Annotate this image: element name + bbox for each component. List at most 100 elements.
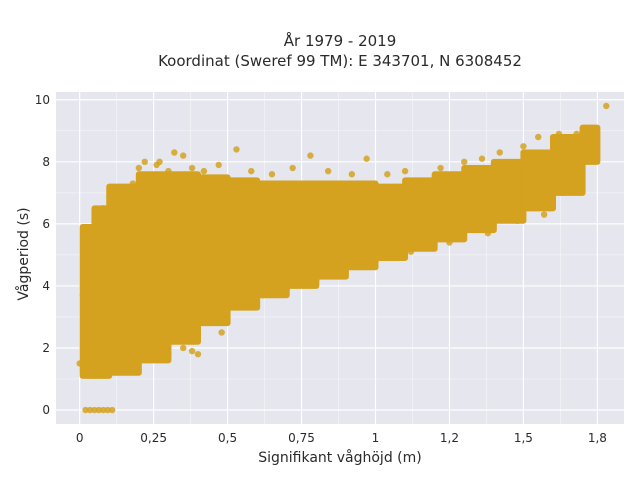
- data-point: [384, 171, 391, 178]
- y-tick-label: 8: [42, 155, 50, 169]
- x-axis-label: Signifikant våghöjd (m): [258, 449, 421, 466]
- x-tick-label: 0,5: [218, 431, 237, 445]
- data-point: [324, 167, 332, 175]
- gridlines: [56, 92, 624, 424]
- point-cloud-band: [224, 177, 261, 311]
- data-points: [76, 102, 610, 414]
- data-point: [268, 171, 276, 178]
- y-tick-label: 6: [42, 217, 50, 231]
- data-point: [348, 171, 356, 178]
- x-tick-label: 1,2: [440, 431, 459, 445]
- x-tick-label: 0,25: [140, 431, 167, 445]
- point-cloud-band: [195, 174, 231, 327]
- x-tick-labels: 0 0,25 0,5 0,75 1 1,2 1,5 1,8: [76, 431, 607, 445]
- data-point: [603, 102, 610, 110]
- data-point: [82, 257, 89, 265]
- data-point: [520, 143, 527, 150]
- point-cloud-band: [313, 180, 349, 280]
- data-point: [514, 217, 521, 224]
- point-cloud-band: [431, 171, 468, 243]
- data-point: [180, 344, 187, 352]
- point-cloud-band: [254, 180, 290, 299]
- x-tick-label: 1,5: [514, 431, 533, 445]
- y-axis-label: Vågperiod (s): [15, 207, 32, 300]
- data-point: [535, 133, 542, 141]
- point-cloud-band: [461, 165, 497, 234]
- data-point: [94, 214, 101, 221]
- data-point: [239, 301, 246, 308]
- data-point: [104, 406, 111, 414]
- data-point: [259, 292, 267, 299]
- chart-title-line1: År 1979 - 2019: [284, 31, 397, 50]
- x-tick-label: 1: [372, 431, 380, 445]
- data-point: [76, 360, 83, 367]
- data-point: [135, 164, 143, 172]
- data-point: [165, 350, 172, 358]
- data-point: [141, 158, 148, 166]
- data-point: [200, 167, 208, 175]
- data-point: [363, 155, 370, 162]
- point-cloud-band: [550, 133, 586, 196]
- data-point: [478, 155, 486, 162]
- data-point: [129, 180, 137, 187]
- data-point: [372, 257, 379, 265]
- y-tick-label: 2: [42, 341, 50, 355]
- data-point: [188, 164, 196, 172]
- data-point: [194, 350, 202, 358]
- data-point: [461, 158, 468, 166]
- data-point: [437, 164, 444, 172]
- data-point: [100, 406, 107, 414]
- point-cloud-band: [165, 171, 201, 345]
- data-point: [248, 167, 255, 175]
- data-point: [79, 366, 86, 373]
- x-tick-label: 0: [76, 431, 84, 445]
- data-point: [156, 354, 163, 361]
- point-cloud-band: [342, 180, 379, 271]
- point-cloud-band: [372, 183, 409, 261]
- point-cloud-band: [490, 158, 527, 224]
- data-point: [496, 149, 503, 156]
- data-point: [342, 264, 350, 271]
- point-cloud-band: [106, 183, 142, 376]
- point-cloud-band: [135, 171, 172, 364]
- data-point: [573, 130, 580, 138]
- data-point: [407, 248, 415, 255]
- data-point: [313, 276, 320, 283]
- data-point: [95, 406, 103, 414]
- x-tick-label: 1,8: [588, 431, 607, 445]
- data-point: [111, 198, 119, 206]
- data-point: [156, 158, 163, 166]
- point-cloud-band: [520, 149, 556, 212]
- chart-title-line2: Koordinat (Sweref 99 TM): E 343701, N 63…: [158, 52, 522, 70]
- data-point: [484, 229, 492, 237]
- data-point: [233, 146, 240, 153]
- y-tick-label: 4: [42, 279, 50, 293]
- data-point: [307, 152, 314, 159]
- data-point: [585, 130, 592, 138]
- y-tick-labels: 0 2 4 6 8 10: [35, 93, 50, 417]
- data-point: [91, 406, 98, 414]
- point-cloud-band: [579, 124, 601, 165]
- y-tick-label: 10: [35, 93, 50, 107]
- data-point: [86, 406, 94, 414]
- data-point: [109, 406, 116, 414]
- data-point: [180, 152, 187, 159]
- data-point: [591, 127, 598, 134]
- data-point: [100, 205, 107, 212]
- y-tick-label: 0: [42, 403, 50, 417]
- data-point: [82, 406, 89, 414]
- data-point: [248, 298, 255, 305]
- data-point: [555, 130, 563, 138]
- point-cloud-band: [283, 180, 320, 289]
- data-point: [79, 292, 86, 299]
- data-point: [218, 329, 225, 336]
- data-point: [540, 211, 548, 218]
- point-cloud-band: [402, 177, 438, 252]
- data-point: [239, 295, 246, 302]
- x-tick-label: 0,75: [288, 431, 315, 445]
- data-point: [165, 167, 172, 175]
- data-point: [188, 347, 196, 355]
- data-point: [215, 161, 222, 169]
- data-point: [283, 285, 290, 293]
